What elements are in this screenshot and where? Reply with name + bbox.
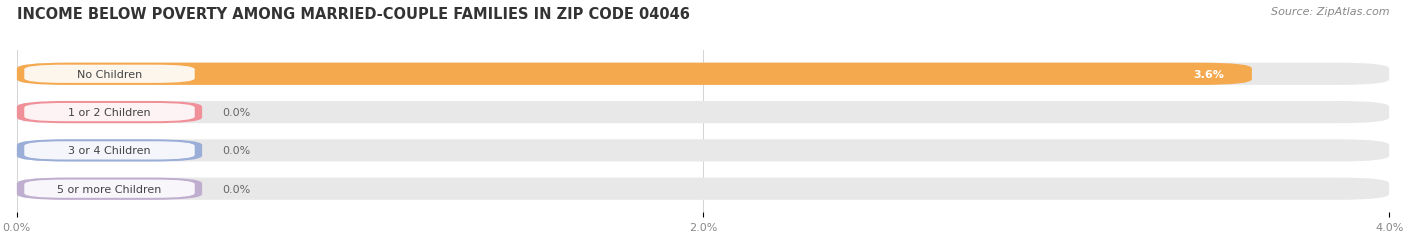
FancyBboxPatch shape — [17, 102, 1389, 124]
Text: 3 or 4 Children: 3 or 4 Children — [67, 146, 150, 156]
Text: No Children: No Children — [77, 70, 142, 79]
Text: 0.0%: 0.0% — [222, 184, 250, 194]
FancyBboxPatch shape — [24, 103, 194, 122]
FancyBboxPatch shape — [24, 65, 194, 84]
FancyBboxPatch shape — [17, 63, 1389, 85]
Text: 0.0%: 0.0% — [222, 108, 250, 118]
FancyBboxPatch shape — [17, 140, 1389, 162]
FancyBboxPatch shape — [17, 140, 202, 162]
FancyBboxPatch shape — [24, 180, 194, 198]
Text: 1 or 2 Children: 1 or 2 Children — [67, 108, 150, 118]
FancyBboxPatch shape — [17, 102, 202, 124]
FancyBboxPatch shape — [17, 63, 1251, 85]
Text: 0.0%: 0.0% — [222, 146, 250, 156]
FancyBboxPatch shape — [17, 178, 202, 200]
Text: 3.6%: 3.6% — [1194, 70, 1225, 79]
Text: INCOME BELOW POVERTY AMONG MARRIED-COUPLE FAMILIES IN ZIP CODE 04046: INCOME BELOW POVERTY AMONG MARRIED-COUPL… — [17, 7, 690, 22]
Text: Source: ZipAtlas.com: Source: ZipAtlas.com — [1271, 7, 1389, 17]
FancyBboxPatch shape — [17, 178, 1389, 200]
Text: 5 or more Children: 5 or more Children — [58, 184, 162, 194]
FancyBboxPatch shape — [24, 142, 194, 160]
